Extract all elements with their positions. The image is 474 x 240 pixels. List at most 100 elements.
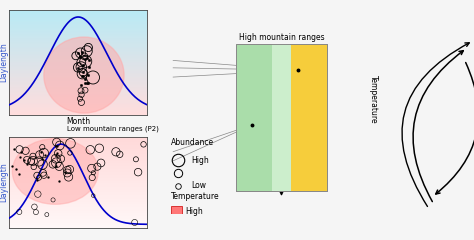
Bar	[9, 224, 147, 225]
Point	[82, 88, 89, 92]
Point	[36, 153, 44, 157]
Bar	[9, 46, 147, 47]
Point	[77, 60, 85, 64]
Point	[23, 162, 31, 166]
Point	[27, 159, 35, 163]
Point	[39, 171, 47, 175]
Bar	[9, 33, 147, 34]
Point	[65, 175, 73, 179]
Bar	[9, 104, 147, 105]
Bar	[9, 170, 147, 171]
Bar	[9, 56, 147, 57]
Bar	[9, 222, 147, 223]
Bar	[9, 70, 147, 71]
Bar	[9, 75, 147, 76]
Point	[10, 147, 18, 151]
Bar	[9, 217, 147, 218]
Point	[79, 72, 86, 76]
Point	[56, 144, 64, 147]
Point	[23, 158, 31, 162]
Bar	[9, 160, 147, 161]
Bar	[9, 110, 147, 111]
Bar	[9, 93, 147, 94]
Point	[77, 89, 85, 93]
Point	[78, 74, 86, 78]
Text: Low mountain ranges (P2): Low mountain ranges (P2)	[66, 126, 158, 132]
Bar	[9, 71, 147, 72]
Bar	[9, 208, 147, 209]
Point	[77, 65, 85, 69]
Bar	[9, 55, 147, 56]
Bar	[9, 162, 147, 163]
Ellipse shape	[44, 37, 124, 113]
Bar	[9, 80, 147, 81]
Bar	[9, 215, 147, 216]
Bar	[9, 63, 147, 65]
Bar	[9, 219, 147, 220]
Text: Temperature: Temperature	[171, 192, 220, 201]
Bar	[9, 13, 147, 14]
Bar	[9, 15, 147, 16]
Bar	[236, 44, 328, 192]
Point	[83, 81, 91, 84]
Bar	[9, 206, 147, 207]
Bar	[9, 207, 147, 208]
Bar	[9, 168, 147, 169]
Bar	[9, 178, 147, 179]
Bar	[9, 157, 147, 158]
Point	[66, 151, 74, 155]
Bar	[9, 30, 147, 31]
Point	[40, 173, 48, 177]
Point	[29, 154, 36, 158]
Bar	[9, 199, 147, 200]
Bar	[9, 194, 147, 195]
Bar	[9, 146, 147, 147]
Point	[20, 158, 28, 162]
Bar	[9, 19, 147, 20]
Bar	[272, 44, 291, 192]
Point	[52, 153, 59, 157]
Text: High mountain ranges: High mountain ranges	[239, 33, 324, 42]
Bar	[9, 92, 147, 93]
Bar	[9, 176, 147, 177]
Point	[80, 71, 87, 74]
Point	[9, 164, 16, 168]
Bar	[9, 205, 147, 206]
Bar	[9, 83, 147, 84]
Point	[74, 51, 82, 55]
Text: Low mountain ranges: Low mountain ranges	[239, 177, 322, 186]
Bar	[9, 227, 147, 228]
Bar	[9, 141, 147, 142]
Bar	[9, 29, 147, 30]
Bar	[236, 44, 328, 192]
Point	[83, 49, 91, 53]
Bar	[9, 175, 147, 176]
Bar	[9, 179, 147, 180]
Point	[57, 157, 64, 161]
Point	[53, 151, 61, 155]
Point	[79, 63, 86, 66]
Bar	[9, 59, 147, 60]
Point	[55, 164, 63, 168]
Bar	[9, 171, 147, 172]
Bar	[9, 153, 147, 154]
Bar	[9, 89, 147, 90]
Point	[77, 84, 85, 87]
Bar	[9, 149, 147, 150]
Bar	[9, 36, 147, 37]
Bar	[9, 214, 147, 215]
Bar	[9, 201, 147, 202]
Point	[89, 176, 96, 180]
Bar	[9, 210, 147, 211]
Bar	[9, 226, 147, 227]
Bar	[9, 218, 147, 219]
Bar	[9, 57, 147, 58]
Bar	[9, 213, 147, 214]
Point	[131, 221, 138, 224]
Bar	[9, 102, 147, 104]
Bar	[9, 60, 147, 61]
Point	[116, 152, 124, 156]
Text: Abundance: Abundance	[171, 138, 214, 147]
Bar	[9, 216, 147, 217]
Bar	[9, 108, 147, 109]
